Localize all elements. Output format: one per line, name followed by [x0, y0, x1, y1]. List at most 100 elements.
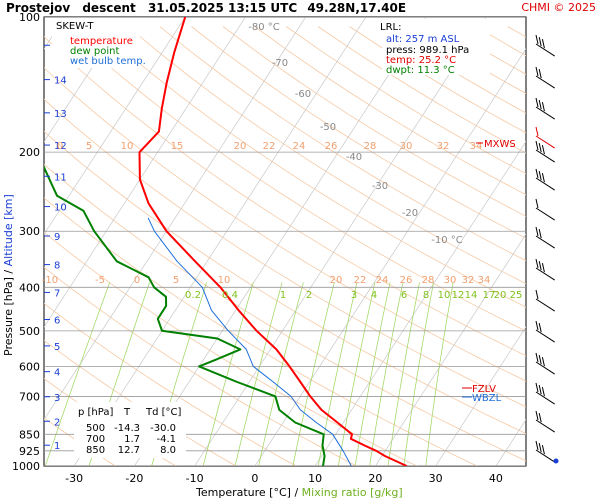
isotherm-line — [44, 17, 246, 328]
isotherm-inline-label: -10 °C — [431, 235, 463, 246]
altitude-tick-label: 5 — [54, 342, 60, 353]
wind-barb-feather — [541, 102, 545, 112]
wind-barb-feather — [538, 354, 542, 365]
dry-adiabat — [96, 26, 526, 308]
table-cell: 1.7 — [124, 434, 140, 445]
dry-adiabat — [191, 26, 526, 239]
wind-barb-feather — [535, 126, 539, 137]
isotherm-line — [194, 17, 487, 466]
table-cell: 850 — [86, 445, 105, 456]
wind-barb-feather — [535, 382, 539, 393]
isotherm-line — [44, 17, 307, 421]
x-tick-label: 10 — [308, 472, 322, 485]
y-tick-label: 500 — [19, 325, 40, 338]
info-press: press: 989.1 hPa — [386, 45, 469, 56]
surface-wind-dot — [553, 458, 559, 464]
isotherm-label: 5 — [173, 275, 179, 286]
wind-barb-feather — [538, 322, 542, 333]
isotherm-inline-label: -60 — [295, 89, 311, 100]
fzlv-label: FZLV — [472, 384, 496, 395]
isotherm-inline-label: -20 — [402, 208, 418, 219]
isotherm-line — [374, 233, 526, 466]
wind-barb-feather — [538, 170, 542, 181]
isotherm-label: 32 — [437, 141, 450, 152]
y-tick-label: 300 — [19, 225, 40, 238]
dry-adiabat — [44, 98, 526, 408]
dry-adiabat — [64, 26, 526, 332]
legend: SKEW-T temperature dew point wet bulb te… — [52, 18, 146, 68]
wbzl-label: WBZL — [472, 393, 502, 404]
wind-barb-staff — [535, 75, 555, 89]
isotherm-label: 28 — [422, 275, 435, 286]
wind-barb-feather — [538, 68, 542, 79]
y-tick-label: 100 — [19, 11, 40, 24]
info-dwpt: dwpt: 11.3 °C — [386, 65, 455, 76]
title-station: Prostejov — [6, 1, 70, 15]
altitude-tick-label: 3 — [54, 393, 60, 404]
table-bg — [74, 402, 186, 458]
x-tick-label: -10 — [186, 472, 204, 485]
wind-barb-feather — [535, 66, 539, 77]
isotherm-label: 30 — [444, 275, 457, 286]
legend-item-temperature: temperature — [70, 36, 133, 47]
data-series — [44, 17, 408, 466]
isotherm-label: 10 — [121, 141, 134, 152]
isotherm-label: 15 — [171, 141, 184, 152]
isotherm-line — [44, 17, 186, 235]
wind-barb-feather — [535, 410, 539, 421]
y-tick-label: 850 — [19, 428, 40, 441]
altitude-tick-label: 2 — [54, 417, 60, 428]
table-header-t: T — [123, 407, 131, 418]
mixing-ratio-label: 12 — [452, 290, 465, 301]
isotherm-label: 26 — [400, 275, 413, 286]
wind-barb-feather — [538, 36, 542, 47]
legend-title: SKEW-T — [56, 21, 94, 32]
legend-box — [52, 18, 140, 68]
isotherm-label: 32 — [462, 275, 475, 286]
wind-barb-feather — [538, 99, 542, 110]
wind-barb-feather — [535, 97, 539, 108]
isotherm-inline-label: -30 — [372, 181, 388, 192]
x-tick-label: 20 — [368, 472, 382, 485]
mixing-ratio-label: 25 — [510, 290, 523, 301]
y-tick-label: 925 — [19, 445, 40, 458]
table-header-td: Td [°C] — [145, 407, 182, 418]
isotherm-line — [550, 7, 600, 476]
isotherm-label: 0 — [57, 141, 63, 152]
y-tick-label: 1000 — [12, 460, 40, 473]
isotherm-label: 34 — [470, 141, 483, 152]
mixing-ratio-label: 3 — [351, 290, 357, 301]
info-temp: temp: 25.2 °C — [386, 55, 456, 66]
x-axis-label-temperature: Temperature [°C] — [195, 486, 291, 499]
isotherm-inline-label: -50 — [320, 122, 336, 133]
info-alt: alt: 257 m ASL — [386, 34, 460, 45]
wind-barb-feather — [541, 445, 545, 455]
credit: CHMI © 2025 — [521, 1, 596, 14]
legend-item-dewpoint: dew point — [70, 46, 119, 57]
isotherm-label: 22 — [263, 141, 276, 152]
wind-barb-feather — [538, 228, 542, 239]
isotherm-label: 20 — [234, 141, 247, 152]
surface-info-box: LRL: alt: 257 m ASL press: 989.1 hPa tem… — [380, 19, 490, 76]
isotherm-label: 20 — [330, 275, 343, 286]
isotherm-line — [133, 17, 427, 466]
wind-barb-feather — [535, 352, 539, 363]
wind-barb-feather — [541, 357, 545, 367]
title-kind: descent — [82, 1, 136, 15]
wind-barb-staff — [535, 267, 555, 281]
altitude-tick-label: 10 — [54, 203, 67, 214]
x-tick-label: -30 — [65, 472, 83, 485]
wind-barb-staff — [535, 361, 555, 375]
altitude-tick-label: 12 — [54, 141, 67, 152]
wind-barb-staff — [535, 235, 555, 249]
wind-barb-feather — [535, 258, 539, 269]
legend-item-wetbulb: wet bulb temp. — [70, 56, 146, 67]
table-cell: -4.1 — [156, 434, 176, 445]
isotherm-label: 0 — [134, 275, 140, 286]
wind-barb-staff — [535, 106, 555, 120]
mixing-ratio-label: 8 — [423, 290, 429, 301]
isotherm-label: 24 — [293, 141, 306, 152]
wind-barb-feather — [535, 226, 539, 237]
x-tick-label: 30 — [429, 472, 443, 485]
